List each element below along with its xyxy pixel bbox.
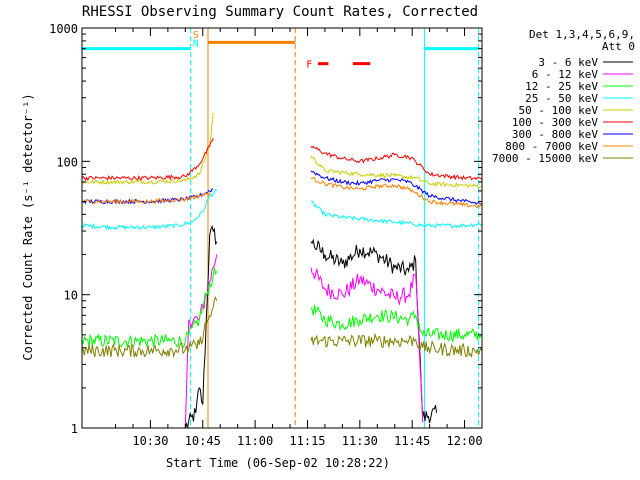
flag-label-f: F <box>306 60 312 71</box>
series-line-5-segment-2 <box>310 155 483 189</box>
y-tick-label-2: 10 <box>64 289 78 303</box>
series-line-4-segment-1 <box>81 188 218 231</box>
x-tick-label-4: 11:15 <box>289 434 325 448</box>
x-tick-label-7: 12:00 <box>446 434 482 448</box>
legend-label-4: 25 - 50 keV <box>525 92 598 105</box>
x-tick-label-1: 10:30 <box>132 434 168 448</box>
x-tick-label-6: 11:45 <box>394 434 430 448</box>
series-line-2-segment-1 <box>184 254 218 429</box>
x-tick-label-5: 11:30 <box>342 434 378 448</box>
x-tick-label-2: 10:45 <box>185 434 221 448</box>
x-axis-label: Start Time (06-Sep-02 10:28:22) <box>166 456 390 470</box>
series-line-9-segment-2 <box>310 332 483 358</box>
series-line-6-segment-2 <box>310 145 482 181</box>
legend-label-6: 100 - 300 keV <box>512 116 598 129</box>
legend-label-5: 50 - 100 keV <box>519 104 599 117</box>
y-tick-label-3: 100 <box>56 155 78 169</box>
x-tick-label-3: 11:00 <box>237 434 273 448</box>
plot-frame <box>81 27 483 429</box>
series-line-3-segment-2 <box>310 304 483 344</box>
series-line-7-segment-2 <box>310 170 483 205</box>
y-tick-label-4: 1000 <box>49 22 78 36</box>
series-line-4-segment-2 <box>310 200 483 229</box>
flag-label-s: S <box>193 30 199 41</box>
legend-label-3: 12 - 25 keV <box>525 80 598 93</box>
series-line-1-segment-1 <box>184 224 218 429</box>
y-axis: 1 10 100 1000 <box>49 22 482 436</box>
legend-label-8: 800 - 7000 keV <box>505 140 598 153</box>
series-line-8-segment-2 <box>310 176 483 209</box>
series-line-3-segment-1 <box>81 267 218 349</box>
plot-area: SN F <box>81 27 483 429</box>
y-tick-label-1: 1 <box>71 422 78 436</box>
series-line-6-segment-1 <box>81 137 214 182</box>
series-line-2-segment-2 <box>310 267 424 423</box>
legend-label-7: 300 - 800 keV <box>512 128 598 141</box>
series-line-5-segment-1 <box>81 113 214 186</box>
series-line-1-segment-2 <box>310 238 438 424</box>
series-line-8-segment-1 <box>81 191 211 205</box>
flag-label-n: N <box>193 38 199 49</box>
series-line-9-segment-1 <box>81 296 218 359</box>
y-axis-label: Corrected Count Rate (s⁻¹ detector⁻¹) <box>21 93 35 360</box>
chart-title: RHESSI Observing Summary Count Rates, Co… <box>82 4 478 20</box>
legend-header-line-1: Det 1,3,4,5,6,9, <box>529 28 635 41</box>
x-axis: 10:30 10:45 11:00 11:15 11:30 11:45 12:00 <box>115 28 483 448</box>
legend-header-line-2: Att 0 <box>602 40 635 53</box>
legend-label-1: 3 - 6 keV <box>538 56 598 69</box>
legend-label-9: 7000 - 15000 keV <box>492 152 598 165</box>
legend-label-2: 6 - 12 keV <box>532 68 599 81</box>
